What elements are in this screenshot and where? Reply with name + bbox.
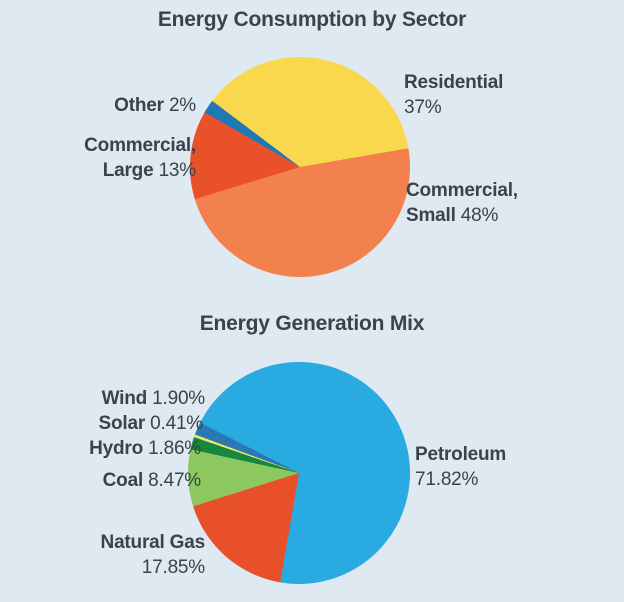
label-wind-value: 1.90% <box>152 388 205 409</box>
label-other-value: 2% <box>168 95 196 116</box>
label-commercial-small-name: Commercial, Small <box>406 180 518 226</box>
label-solar-value: 0.41% <box>150 413 203 434</box>
label-petroleum-name: Petroleum <box>415 444 507 465</box>
label-residential: Residential 37% <box>404 70 503 120</box>
label-petroleum: Petroleum 71.82% <box>415 442 506 492</box>
label-commercial-small: Commercial, Small 48% <box>406 178 542 228</box>
label-natural-gas-name: Natural Gas <box>100 532 206 553</box>
label-wind-name: Wind <box>101 388 148 409</box>
pie-chart-generation <box>188 362 410 584</box>
label-natural-gas-value: 17.85% <box>141 557 205 578</box>
label-wind: Wind 1.90% <box>101 386 206 411</box>
label-other-name: Other <box>114 95 164 116</box>
label-solar-name: Solar <box>98 413 146 434</box>
label-residential-name: Residential <box>404 72 504 93</box>
label-petroleum-value: 71.82% <box>415 469 479 490</box>
label-commercial-large: Commercial, Large 13% <box>64 133 196 183</box>
chart-title-generation: Energy Generation Mix <box>199 312 425 335</box>
label-other: Other 2% <box>114 93 196 118</box>
label-coal-name: Coal <box>102 470 144 491</box>
label-commercial-large-value: 13% <box>158 160 197 181</box>
label-natural-gas: Natural Gas 17.85% <box>100 530 206 580</box>
label-hydro: Hydro 1.86% <box>89 436 201 461</box>
pie-chart-consumption <box>190 57 410 277</box>
label-hydro-value: 1.86% <box>148 438 201 459</box>
label-commercial-large-name: Commercial, Large <box>84 135 196 181</box>
label-coal: Coal 8.47% <box>102 468 202 493</box>
label-commercial-small-value: 48% <box>460 205 499 226</box>
chart-title-consumption: Energy Consumption by Sector <box>157 8 467 31</box>
label-hydro-name: Hydro <box>89 438 144 459</box>
label-coal-value: 8.47% <box>148 470 201 491</box>
label-solar: Solar 0.41% <box>99 411 204 436</box>
label-residential-value: 37% <box>404 97 442 118</box>
